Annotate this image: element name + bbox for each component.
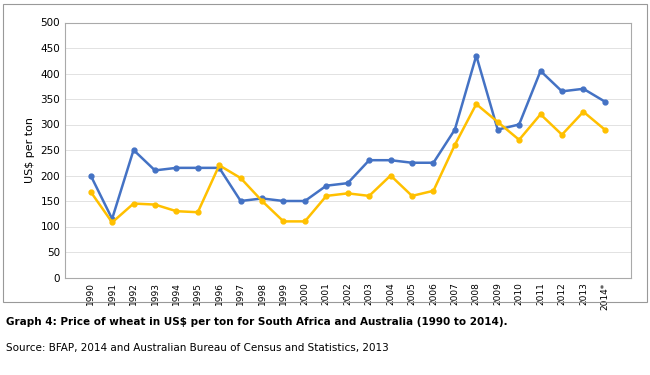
SA Safex wheat price bbox=[172, 166, 180, 170]
Australian wheat price bbox=[258, 199, 266, 203]
Australian wheat price bbox=[87, 190, 95, 194]
Australian wheat price bbox=[280, 219, 287, 224]
Australian wheat price bbox=[129, 201, 137, 206]
SA Safex wheat price bbox=[601, 99, 608, 104]
Australian wheat price bbox=[108, 220, 116, 225]
Australian wheat price bbox=[344, 191, 352, 196]
Australian wheat price bbox=[301, 219, 309, 224]
SA Safex wheat price bbox=[194, 166, 202, 170]
SA Safex wheat price bbox=[451, 128, 459, 132]
SA Safex wheat price bbox=[537, 69, 545, 73]
SA Safex wheat price bbox=[87, 173, 95, 178]
SA Safex wheat price bbox=[301, 199, 309, 203]
SA Safex wheat price bbox=[473, 53, 480, 58]
SA Safex wheat price bbox=[215, 166, 223, 170]
Australian wheat price bbox=[515, 138, 523, 142]
Australian wheat price bbox=[494, 120, 502, 124]
SA Safex wheat price bbox=[580, 87, 588, 91]
Text: Graph 4: Price of wheat in US$ per ton for South Africa and Australia (1990 to 2: Graph 4: Price of wheat in US$ per ton f… bbox=[6, 317, 508, 327]
Australian wheat price bbox=[387, 173, 395, 178]
Australian wheat price bbox=[322, 194, 330, 198]
Australian wheat price bbox=[215, 163, 223, 168]
Australian wheat price bbox=[237, 176, 244, 180]
SA Safex wheat price bbox=[494, 128, 502, 132]
Text: Source: BFAP, 2014 and Australian Bureau of Census and Statistics, 2013: Source: BFAP, 2014 and Australian Bureau… bbox=[6, 343, 389, 353]
Line: SA Safex wheat price: SA Safex wheat price bbox=[88, 53, 607, 221]
Australian wheat price bbox=[194, 210, 202, 214]
SA Safex wheat price bbox=[408, 160, 416, 165]
Australian wheat price bbox=[580, 110, 588, 114]
Australian wheat price bbox=[430, 189, 437, 193]
SA Safex wheat price bbox=[151, 168, 159, 172]
Australian wheat price bbox=[365, 194, 373, 198]
SA Safex wheat price bbox=[387, 158, 395, 162]
Australian wheat price bbox=[537, 112, 545, 117]
SA Safex wheat price bbox=[365, 158, 373, 162]
Y-axis label: US$ per ton: US$ per ton bbox=[25, 117, 35, 183]
Australian wheat price bbox=[473, 102, 480, 106]
SA Safex wheat price bbox=[344, 181, 352, 185]
Line: Australian wheat price: Australian wheat price bbox=[88, 102, 607, 225]
Australian wheat price bbox=[451, 142, 459, 147]
Australian wheat price bbox=[151, 202, 159, 207]
SA Safex wheat price bbox=[258, 196, 266, 201]
SA Safex wheat price bbox=[237, 199, 244, 203]
SA Safex wheat price bbox=[515, 122, 523, 127]
Australian wheat price bbox=[558, 132, 566, 137]
SA Safex wheat price bbox=[430, 160, 437, 165]
SA Safex wheat price bbox=[129, 148, 137, 152]
SA Safex wheat price bbox=[280, 199, 287, 203]
SA Safex wheat price bbox=[108, 217, 116, 221]
SA Safex wheat price bbox=[322, 183, 330, 188]
Australian wheat price bbox=[601, 128, 608, 132]
Australian wheat price bbox=[408, 194, 416, 198]
Australian wheat price bbox=[172, 209, 180, 213]
SA Safex wheat price bbox=[558, 89, 566, 94]
